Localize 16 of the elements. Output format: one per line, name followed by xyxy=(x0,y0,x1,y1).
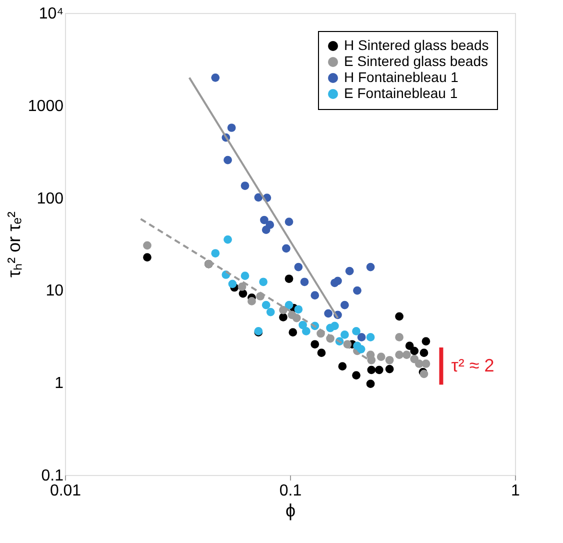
y-tick-label: 1 xyxy=(54,375,64,392)
legend-label: H Sintered glass beads xyxy=(344,37,489,53)
x-tick-label: 0.01 xyxy=(50,482,82,500)
y-axis-title: τₕ² or τₑ² xyxy=(4,212,24,278)
y-tick-label: 10 xyxy=(46,282,64,300)
y-tick-label: 1000 xyxy=(28,98,64,115)
x-tick-label: 0.1 xyxy=(279,482,302,500)
y-tick-label: 100 xyxy=(36,190,64,208)
legend-label: E Sintered glass beads xyxy=(344,53,488,69)
annotation: τ² ≈ 2 xyxy=(451,355,494,376)
legend-label: E Fontainebleau 1 xyxy=(344,85,458,101)
y-tick-label: 10⁴ xyxy=(38,6,64,22)
y-tick-label: 0.1 xyxy=(41,468,64,484)
legend-label: H Fontainebleau 1 xyxy=(344,69,459,85)
x-axis-title: ϕ xyxy=(285,500,296,520)
x-tick-label: 1 xyxy=(511,482,520,500)
